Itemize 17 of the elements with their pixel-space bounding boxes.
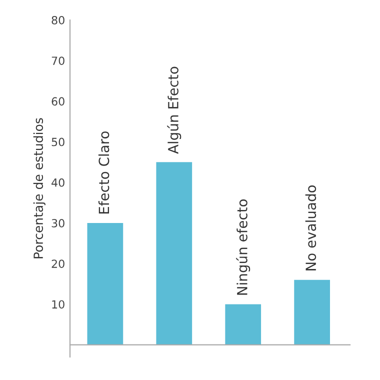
- y-tick-label: 10: [52, 300, 64, 309]
- y-tick-label: 20: [52, 260, 64, 268]
- x-tick-label: No evaluado: [305, 185, 316, 270]
- x-tick-label: Algún Efecto: [167, 66, 182, 154]
- y-axis-title: Porcentaje de estudios: [33, 118, 46, 258]
- y-tick-label: 80: [52, 16, 64, 24]
- x-tick-label: Efecto Claro: [98, 131, 110, 214]
- y-tick-label: 60: [52, 97, 64, 106]
- bar: [225, 304, 262, 345]
- bar: [87, 223, 124, 345]
- bar: [156, 162, 192, 345]
- y-tick-label: 30: [52, 218, 64, 228]
- y-tick-label: 50: [52, 138, 64, 146]
- y-tick-label: 70: [52, 56, 64, 65]
- bar: [294, 280, 330, 345]
- y-tick-label: 40: [52, 178, 64, 187]
- x-tick-label: Ningún efecto: [236, 199, 250, 295]
